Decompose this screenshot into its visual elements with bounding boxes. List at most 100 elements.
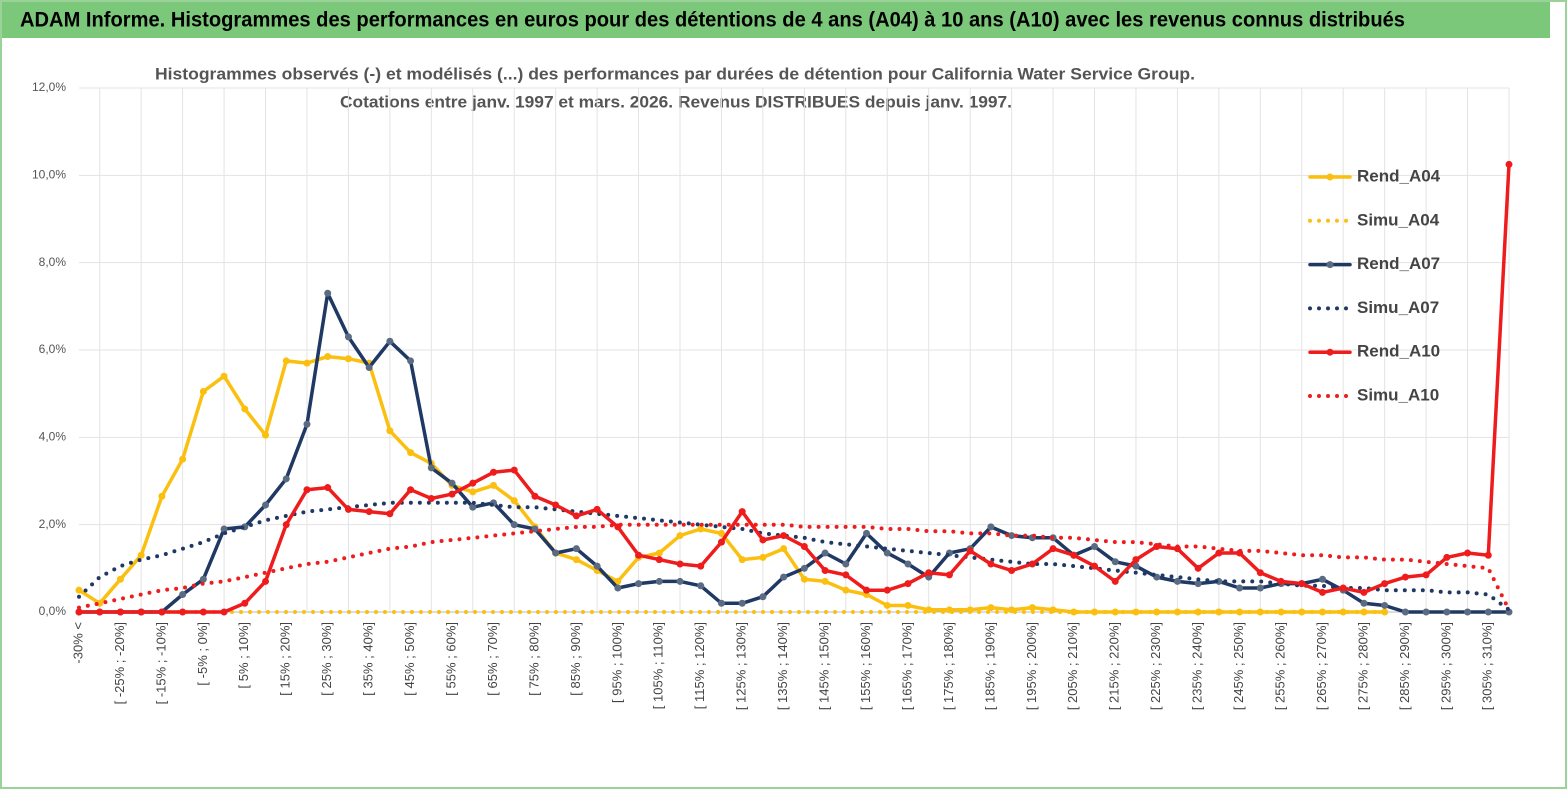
legend-label: Simu_A07 xyxy=(1357,298,1439,317)
point xyxy=(137,551,145,559)
point xyxy=(407,449,415,457)
point xyxy=(489,481,497,489)
point xyxy=(282,475,290,483)
x-tick-label: [ -15% ; -10%] xyxy=(153,622,168,704)
point xyxy=(1422,608,1430,616)
x-tick-label: [ 255% ; 260%] xyxy=(1272,622,1287,710)
x-tick-label: [ 75% ; 80%] xyxy=(526,622,541,696)
legend-label: Rend_A04 xyxy=(1357,166,1441,185)
y-tick-label: 0,0% xyxy=(39,604,67,618)
point xyxy=(883,586,891,594)
point xyxy=(655,577,663,585)
point xyxy=(717,529,725,537)
point xyxy=(593,562,601,570)
point xyxy=(863,586,871,594)
point xyxy=(1318,588,1326,596)
point xyxy=(614,584,622,592)
point xyxy=(469,503,477,511)
x-tick-label: [ 205% ; 210%] xyxy=(1065,622,1080,710)
point xyxy=(572,512,580,520)
x-tick-label: [ -25% ; -20%] xyxy=(112,622,127,704)
point xyxy=(199,387,207,395)
point xyxy=(179,591,187,599)
x-tick-label: [ 95% ; 100%] xyxy=(609,622,624,703)
point xyxy=(75,608,83,616)
point xyxy=(635,551,643,559)
point xyxy=(635,580,643,588)
point xyxy=(842,560,850,568)
x-tick-label: [ 245% ; 250%] xyxy=(1231,622,1246,710)
point xyxy=(572,545,580,553)
point xyxy=(780,532,788,540)
point xyxy=(1484,608,1492,616)
point xyxy=(324,353,332,361)
point xyxy=(1360,588,1368,596)
legend-label: Simu_A10 xyxy=(1357,385,1439,404)
point xyxy=(925,606,933,614)
point xyxy=(1111,577,1119,585)
point xyxy=(220,372,228,380)
y-tick-label: 2,0% xyxy=(39,517,67,531)
point xyxy=(510,497,518,505)
point xyxy=(759,553,767,561)
point xyxy=(1339,584,1347,592)
point xyxy=(427,464,435,472)
legend-label: Rend_A10 xyxy=(1357,342,1440,361)
point xyxy=(1464,608,1472,616)
point xyxy=(510,466,518,474)
point xyxy=(676,560,684,568)
point xyxy=(738,556,746,564)
x-tick-label: [ 215% ; 220%] xyxy=(1107,622,1122,710)
legend-label: Rend_A07 xyxy=(1357,254,1440,273)
point xyxy=(1132,556,1140,564)
legend-marker xyxy=(1326,348,1334,356)
point xyxy=(241,405,249,413)
point xyxy=(987,523,995,531)
point xyxy=(116,575,124,583)
point xyxy=(386,427,394,435)
x-tick-label: [ 145% ; 150%] xyxy=(817,622,832,710)
x-tick-label: [ 225% ; 230%] xyxy=(1148,622,1163,710)
point xyxy=(1008,567,1016,575)
point xyxy=(1008,532,1016,540)
point xyxy=(552,501,560,509)
point xyxy=(738,599,746,607)
point xyxy=(262,431,270,439)
point xyxy=(365,508,373,516)
subtitle: Cotations entre janv. 1997 et mars. 2026… xyxy=(340,92,1012,111)
point xyxy=(1111,558,1119,566)
point xyxy=(676,532,684,540)
y-tick-label: 12,0% xyxy=(32,80,66,94)
point xyxy=(863,529,871,537)
point xyxy=(904,601,912,609)
point xyxy=(1194,564,1202,572)
point xyxy=(1028,604,1036,612)
point xyxy=(303,359,311,367)
point xyxy=(469,479,477,487)
point xyxy=(593,505,601,513)
x-tick-label: [ 135% ; 140%] xyxy=(775,622,790,710)
legend-marker xyxy=(1326,173,1334,181)
point xyxy=(179,608,187,616)
point xyxy=(1505,160,1513,168)
point xyxy=(1091,543,1099,550)
x-tick-label: [ 55% ; 60%] xyxy=(443,622,458,696)
point xyxy=(987,560,995,568)
point xyxy=(262,577,270,585)
x-tick-label: [ 165% ; 170%] xyxy=(899,622,914,710)
point xyxy=(697,525,705,533)
point xyxy=(158,492,166,500)
x-tick-label: [ 185% ; 190%] xyxy=(982,622,997,710)
point xyxy=(220,525,228,533)
point xyxy=(75,586,83,594)
point xyxy=(676,577,684,585)
point xyxy=(1236,584,1244,592)
point xyxy=(303,486,311,494)
x-tick-label: -30% < xyxy=(70,622,85,664)
point xyxy=(1049,545,1057,553)
point xyxy=(821,549,829,557)
point xyxy=(821,577,829,585)
point xyxy=(1215,549,1223,557)
point xyxy=(1256,569,1264,577)
